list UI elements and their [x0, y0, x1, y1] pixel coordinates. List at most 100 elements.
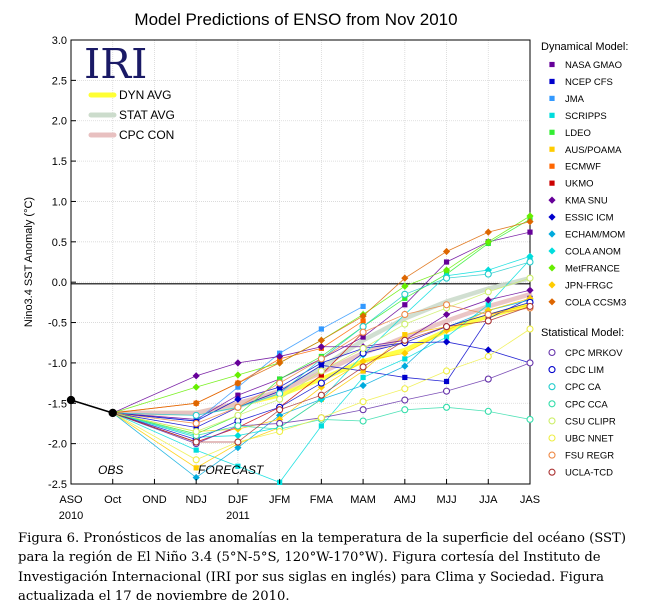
data-point: [401, 282, 409, 290]
data-point: [360, 368, 366, 374]
series-line: [112, 277, 531, 432]
legend-marker: [548, 383, 556, 391]
data-point: [235, 384, 241, 390]
legend-marker: [548, 400, 556, 408]
legend-label: CPC CCA: [565, 399, 608, 410]
data-point: [193, 465, 199, 471]
legend-marker: [549, 61, 555, 68]
data-point: [484, 238, 492, 246]
data-point: [484, 228, 492, 236]
legend-label: AUS/POAMA: [565, 145, 622, 156]
legend-label: LDEO: [565, 128, 591, 139]
average-legend-label: CPC CON: [119, 128, 174, 142]
series-line: [112, 406, 531, 436]
data-point: [276, 395, 284, 403]
data-point: [484, 288, 492, 296]
data-point: [443, 378, 450, 385]
data-point: [360, 374, 366, 381]
average-line: [110, 292, 533, 416]
data-point: [360, 303, 366, 309]
model-legend: Dynamical Model: NASA GMAO NCEP CFS JMA SCRI…: [541, 41, 628, 479]
data-point: [402, 332, 408, 338]
series-line: [112, 218, 531, 435]
data-point: [402, 356, 408, 362]
legend-header-dynamical: Dynamical Model:: [541, 41, 628, 53]
data-point: [401, 310, 409, 319]
legend-label: JMA: [565, 94, 585, 105]
enso-chart: Model Predictions of ENSO from Nov 2010 …: [23, 10, 628, 522]
legend-label: CPC MRKOV: [565, 348, 623, 359]
y-tick-label: -1.5: [48, 398, 67, 410]
data-point: [359, 328, 367, 336]
legend-label: MetFRANCE: [565, 263, 620, 274]
series-cpc-cca: [112, 403, 534, 440]
data-point: [401, 406, 409, 414]
series-line: [112, 304, 531, 424]
data-point: [192, 411, 200, 419]
data-point: [443, 334, 450, 340]
data-point: [526, 359, 534, 367]
data-point: [359, 398, 367, 406]
y-tick-label: 2.5: [52, 75, 67, 87]
data-point: [234, 395, 242, 403]
legend-marker: [548, 230, 556, 238]
data-point: [359, 357, 367, 365]
data-point: [484, 352, 492, 361]
data-point: [401, 274, 409, 282]
data-point: [442, 327, 451, 335]
legend-marker: [548, 366, 556, 374]
series-line: [112, 362, 531, 445]
data-point: [193, 447, 199, 453]
data-point: [192, 456, 200, 464]
y-tick-label: -0.5: [48, 318, 67, 330]
data-point: [442, 310, 451, 319]
legend-label: ECHAM/MOM: [565, 230, 625, 241]
x-tick-label: JFM: [269, 494, 290, 506]
data-point: [442, 323, 451, 331]
x-tick-label: AMJ: [394, 494, 416, 506]
data-point: [526, 302, 534, 310]
data-point: [527, 229, 533, 235]
data-point: [442, 274, 451, 282]
y-tick-label: -1.0: [48, 358, 67, 370]
data-point: [485, 302, 491, 308]
x-tick-label: DJF: [228, 494, 248, 506]
average-legend-label: DYN AVG: [119, 88, 171, 102]
series-fsu-regr: [112, 301, 534, 428]
data-point: [234, 371, 242, 379]
data-point: [526, 274, 534, 282]
x-tick-label: Oct: [104, 494, 121, 506]
legend-marker: [548, 298, 556, 306]
data-point: [401, 385, 409, 393]
legend-marker: [548, 417, 556, 425]
legend-marker: [548, 264, 556, 272]
legend-label: UCLA-TCD: [565, 468, 613, 479]
data-point: [276, 415, 284, 424]
x-tick-label: JJA: [479, 494, 498, 506]
series-line: [112, 341, 531, 422]
data-point: [318, 326, 324, 332]
series-line: [112, 261, 531, 416]
data-point: [234, 379, 242, 387]
data-point: [234, 444, 242, 452]
legend-marker: [548, 348, 556, 357]
data-point: [317, 355, 325, 363]
data-point: [484, 266, 492, 274]
series-line: [112, 299, 531, 479]
data-point: [192, 473, 200, 482]
data-point: [192, 372, 200, 380]
data-point: [359, 312, 367, 320]
legend-marker: [548, 213, 556, 221]
data-point: [443, 259, 450, 265]
data-point: [484, 375, 492, 383]
data-point: [402, 302, 408, 308]
legend-label: CDC LIM: [565, 365, 604, 376]
x-tick-label: NDJ: [185, 494, 206, 506]
data-point: [276, 419, 284, 428]
legend-label: CPC CA: [565, 382, 602, 393]
data-point: [276, 352, 284, 361]
data-point: [318, 423, 324, 429]
data-point: [234, 431, 242, 440]
data-point: [359, 344, 367, 352]
data-point: [276, 379, 284, 387]
